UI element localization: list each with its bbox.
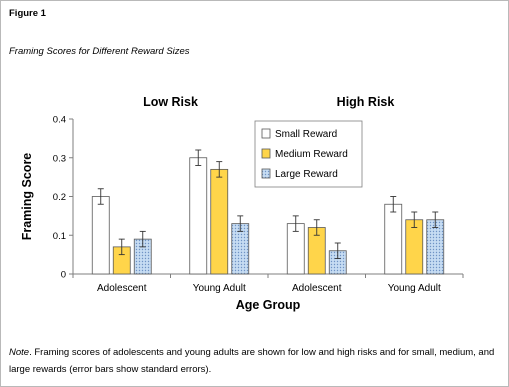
y-tick-label: 0.2 [53,192,66,203]
panel-title: Low Risk [143,95,198,109]
y-tick-label: 0 [61,270,66,281]
note-lead: Note [9,347,29,358]
legend-label: Small Reward [275,129,337,140]
y-tick-label: 0.1 [53,231,66,242]
bar [385,204,402,274]
x-tick-label: Adolescent [292,283,342,294]
legend-label: Large Reward [275,169,338,180]
y-axis-title: Framing Score [20,153,34,241]
x-tick-label: Young Adult [193,283,246,294]
bar [92,197,109,275]
figure-subtitle: Framing Scores for Different Reward Size… [9,46,190,57]
x-tick-label: Young Adult [388,283,441,294]
y-tick-label: 0.4 [53,115,66,126]
bar-chart: 0 0.1 0.2 0.3 0.4 Framing Score Adolescent Youn… [0,80,509,320]
legend-swatch [262,129,270,138]
bar [211,169,228,274]
figure-note: Note. Framing scores of adolescents and … [9,344,504,378]
legend-swatch [262,169,270,178]
legend-label: Medium Reward [275,149,348,160]
note-text: . Framing scores of adolescents and youn… [9,347,494,375]
x-axis-title: Age Group [236,298,301,312]
legend-swatch [262,149,270,158]
figure-label: Figure 1 [9,8,46,19]
bar [190,158,207,274]
panel-title: High Risk [337,95,395,109]
x-tick-label: Adolescent [97,283,147,294]
y-tick-label: 0.3 [53,153,66,164]
